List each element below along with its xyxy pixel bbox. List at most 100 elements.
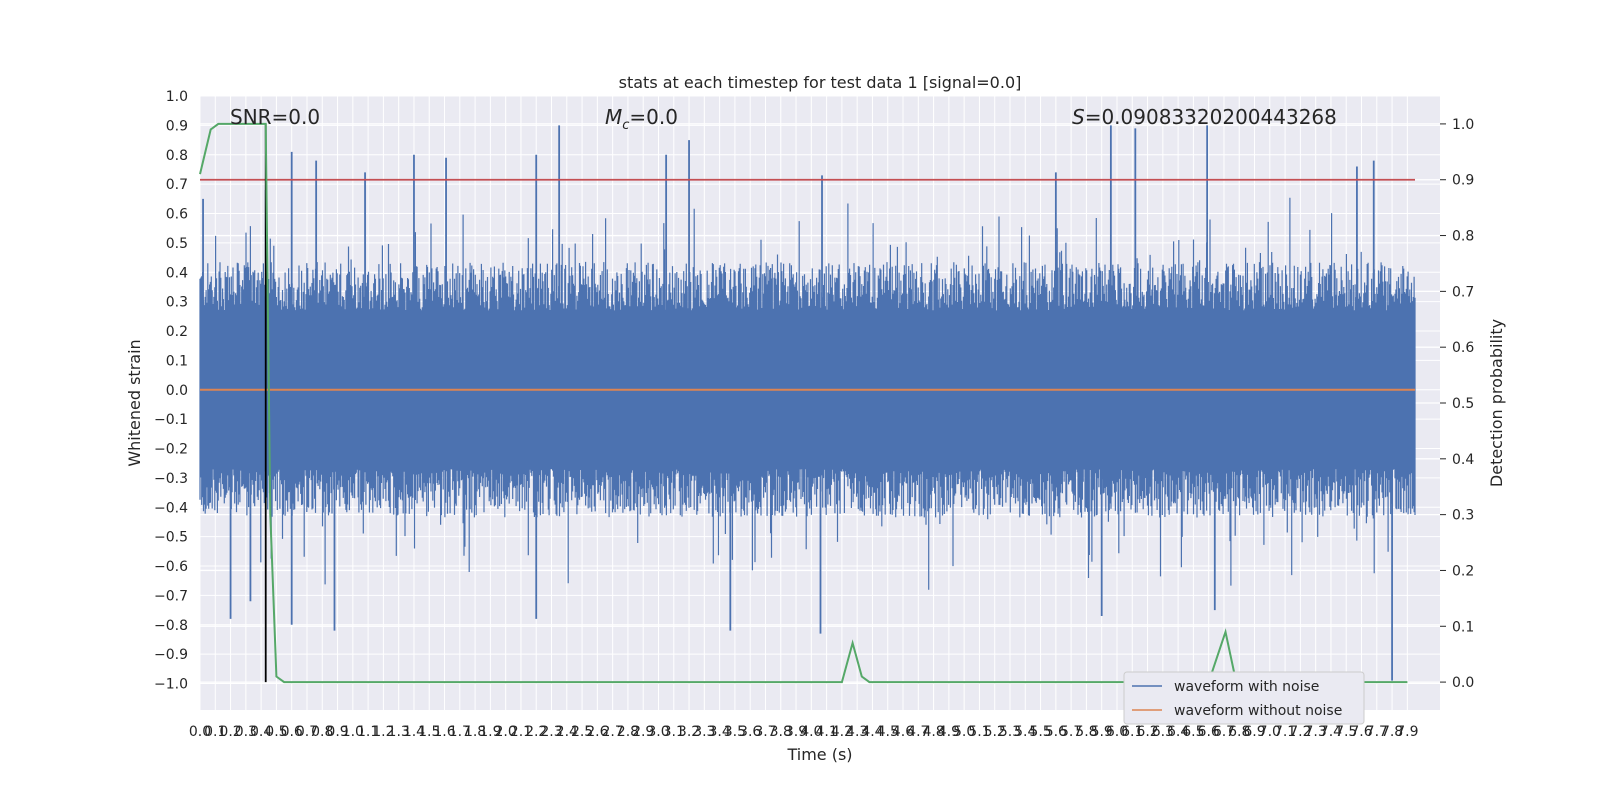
x-axis-label: Time (s) [786, 745, 852, 764]
x-tick-label: 1.5 [418, 724, 440, 740]
y-tick-label: 0.9 [166, 118, 188, 134]
y-tick-label: −0.9 [154, 647, 188, 663]
y-tick-label: 0.6 [166, 207, 188, 223]
y-tick-labels: −1.0 −0.9 −0.8 −0.7 −0.6 −0.5 −0.4 −0.3 −0.2 −0.1… [154, 89, 188, 693]
x-tick-label: 1.4 [403, 724, 425, 740]
x-tick-label: 4.7 [907, 724, 929, 740]
x-tick-label: 3.5 [724, 724, 746, 740]
x-tick-label: 5.5 [1029, 724, 1051, 740]
y2-tick-labels: 0.0 0.1 0.2 0.3 0.4 0.5 0.6 0.7 0.8 0.9 1.0 [1440, 117, 1474, 691]
x-tick-label: 6.0 [1106, 724, 1128, 740]
x-tick-label: 7.7 [1366, 724, 1388, 740]
x-tick-label: 5.9 [1091, 724, 1113, 740]
x-tick-label: 0.5 [265, 724, 287, 740]
legend-label-clean: waveform without noise [1174, 703, 1342, 719]
x-tick-label: 6.1 [1121, 724, 1143, 740]
y2-tick-label: 0.0 [1452, 675, 1474, 691]
mc-symbol: M [605, 105, 622, 129]
x-tick-label: 0.9 [326, 724, 348, 740]
x-tick-label: 3.6 [739, 724, 761, 740]
x-tick-label: 6.3 [1152, 724, 1174, 740]
x-tick-labels: 0.00.10.20.30.40.50.60.70.80.91.01.11.21… [189, 724, 1419, 740]
x-tick-label: 2.4 [556, 724, 578, 740]
x-tick-label: 4.1 [815, 724, 837, 740]
x-tick-label: 6.6 [1198, 724, 1220, 740]
x-tick-label: 7.8 [1381, 724, 1403, 740]
x-tick-label: 1.6 [433, 724, 455, 740]
x-tick-label: 4.0 [800, 724, 822, 740]
x-tick-label: 7.4 [1320, 724, 1342, 740]
y-tick-label: 0.5 [166, 236, 188, 252]
x-tick-label: 6.7 [1213, 724, 1235, 740]
x-tick-label: 3.7 [754, 724, 776, 740]
x-tick-label: 7.2 [1289, 724, 1311, 740]
y2-tick-label: 0.1 [1452, 619, 1474, 635]
x-tick-label: 5.2 [984, 724, 1006, 740]
x-tick-label: 4.6 [892, 724, 914, 740]
x-tick-label: 2.3 [540, 724, 562, 740]
series-detection-probability [199, 122, 1408, 684]
x-tick-label: 6.4 [1167, 724, 1189, 740]
x-tick-label: 6.8 [1228, 724, 1250, 740]
x-tick-label: 0.0 [189, 724, 211, 740]
y2-tick-label: 0.5 [1452, 396, 1474, 412]
x-tick-label: 1.9 [479, 724, 501, 740]
x-tick-label: 6.2 [1136, 724, 1158, 740]
legend: waveform with noise waveform without noi… [1123, 671, 1365, 725]
x-tick-label: 1.1 [357, 724, 379, 740]
y2-axis-label: Detection probability [1487, 319, 1506, 487]
x-tick-label: 1.7 [449, 724, 471, 740]
x-tick-label: 1.2 [372, 724, 394, 740]
y-tick-label: 0.2 [166, 324, 188, 340]
x-tick-label: 4.8 [922, 724, 944, 740]
s-value: =0.09083320200443268 [1085, 105, 1337, 129]
chart-title: stats at each timestep for test data 1 [… [619, 73, 1022, 92]
y-tick-label: −0.4 [154, 500, 188, 516]
y2-tick-label: 0.4 [1452, 452, 1474, 468]
snr-annotation: SNR=0.0 [230, 105, 320, 129]
x-tick-label: 2.8 [617, 724, 639, 740]
x-tick-label: 4.2 [831, 724, 853, 740]
legend-label-noise: waveform with noise [1174, 679, 1319, 695]
x-tick-label: 0.1 [204, 724, 226, 740]
y2-tick-label: 0.3 [1452, 508, 1474, 524]
x-tick-label: 7.6 [1350, 724, 1372, 740]
x-tick-label: 0.8 [311, 724, 333, 740]
y-tick-label: 0.7 [166, 177, 188, 193]
y2-tick-label: 1.0 [1452, 117, 1474, 133]
x-tick-label: 4.9 [938, 724, 960, 740]
y-tick-label: 0.4 [166, 265, 188, 281]
y2-tick-label: 0.8 [1452, 229, 1474, 245]
y-tick-label: 0.0 [166, 383, 188, 399]
mc-annotation: Mc=0.0 [605, 105, 678, 133]
x-tick-label: 5.3 [999, 724, 1021, 740]
y2-tick-label: 0.7 [1452, 284, 1474, 300]
x-tick-label: 5.0 [953, 724, 975, 740]
x-tick-label: 1.3 [388, 724, 410, 740]
y-tick-label: 1.0 [166, 89, 188, 105]
x-tick-label: 2.9 [632, 724, 654, 740]
y-tick-label: −0.6 [154, 559, 188, 575]
x-tick-label: 5.1 [968, 724, 990, 740]
s-annotation: S=0.09083320200443268 [1072, 105, 1337, 129]
x-tick-label: 0.4 [250, 724, 272, 740]
mc-value: =0.0 [629, 105, 678, 129]
x-tick-label: 3.2 [678, 724, 700, 740]
y-tick-label: 0.3 [166, 295, 188, 311]
x-tick-label: 7.9 [1396, 724, 1418, 740]
x-tick-label: 2.6 [586, 724, 608, 740]
x-tick-label: 3.8 [770, 724, 792, 740]
x-tick-label: 3.4 [708, 724, 730, 740]
y-axis-label: Whitened strain [125, 339, 144, 466]
y-tick-label: −0.2 [154, 442, 188, 458]
x-tick-label: 1.8 [464, 724, 486, 740]
x-tick-label: 2.7 [602, 724, 624, 740]
x-tick-label: 4.5 [877, 724, 899, 740]
x-tick-label: 4.4 [861, 724, 883, 740]
x-tick-label: 7.3 [1305, 724, 1327, 740]
x-tick-label: 3.1 [663, 724, 685, 740]
mc-subscript: c [622, 118, 629, 133]
x-tick-label: 2.1 [510, 724, 532, 740]
x-tick-label: 2.2 [525, 724, 547, 740]
